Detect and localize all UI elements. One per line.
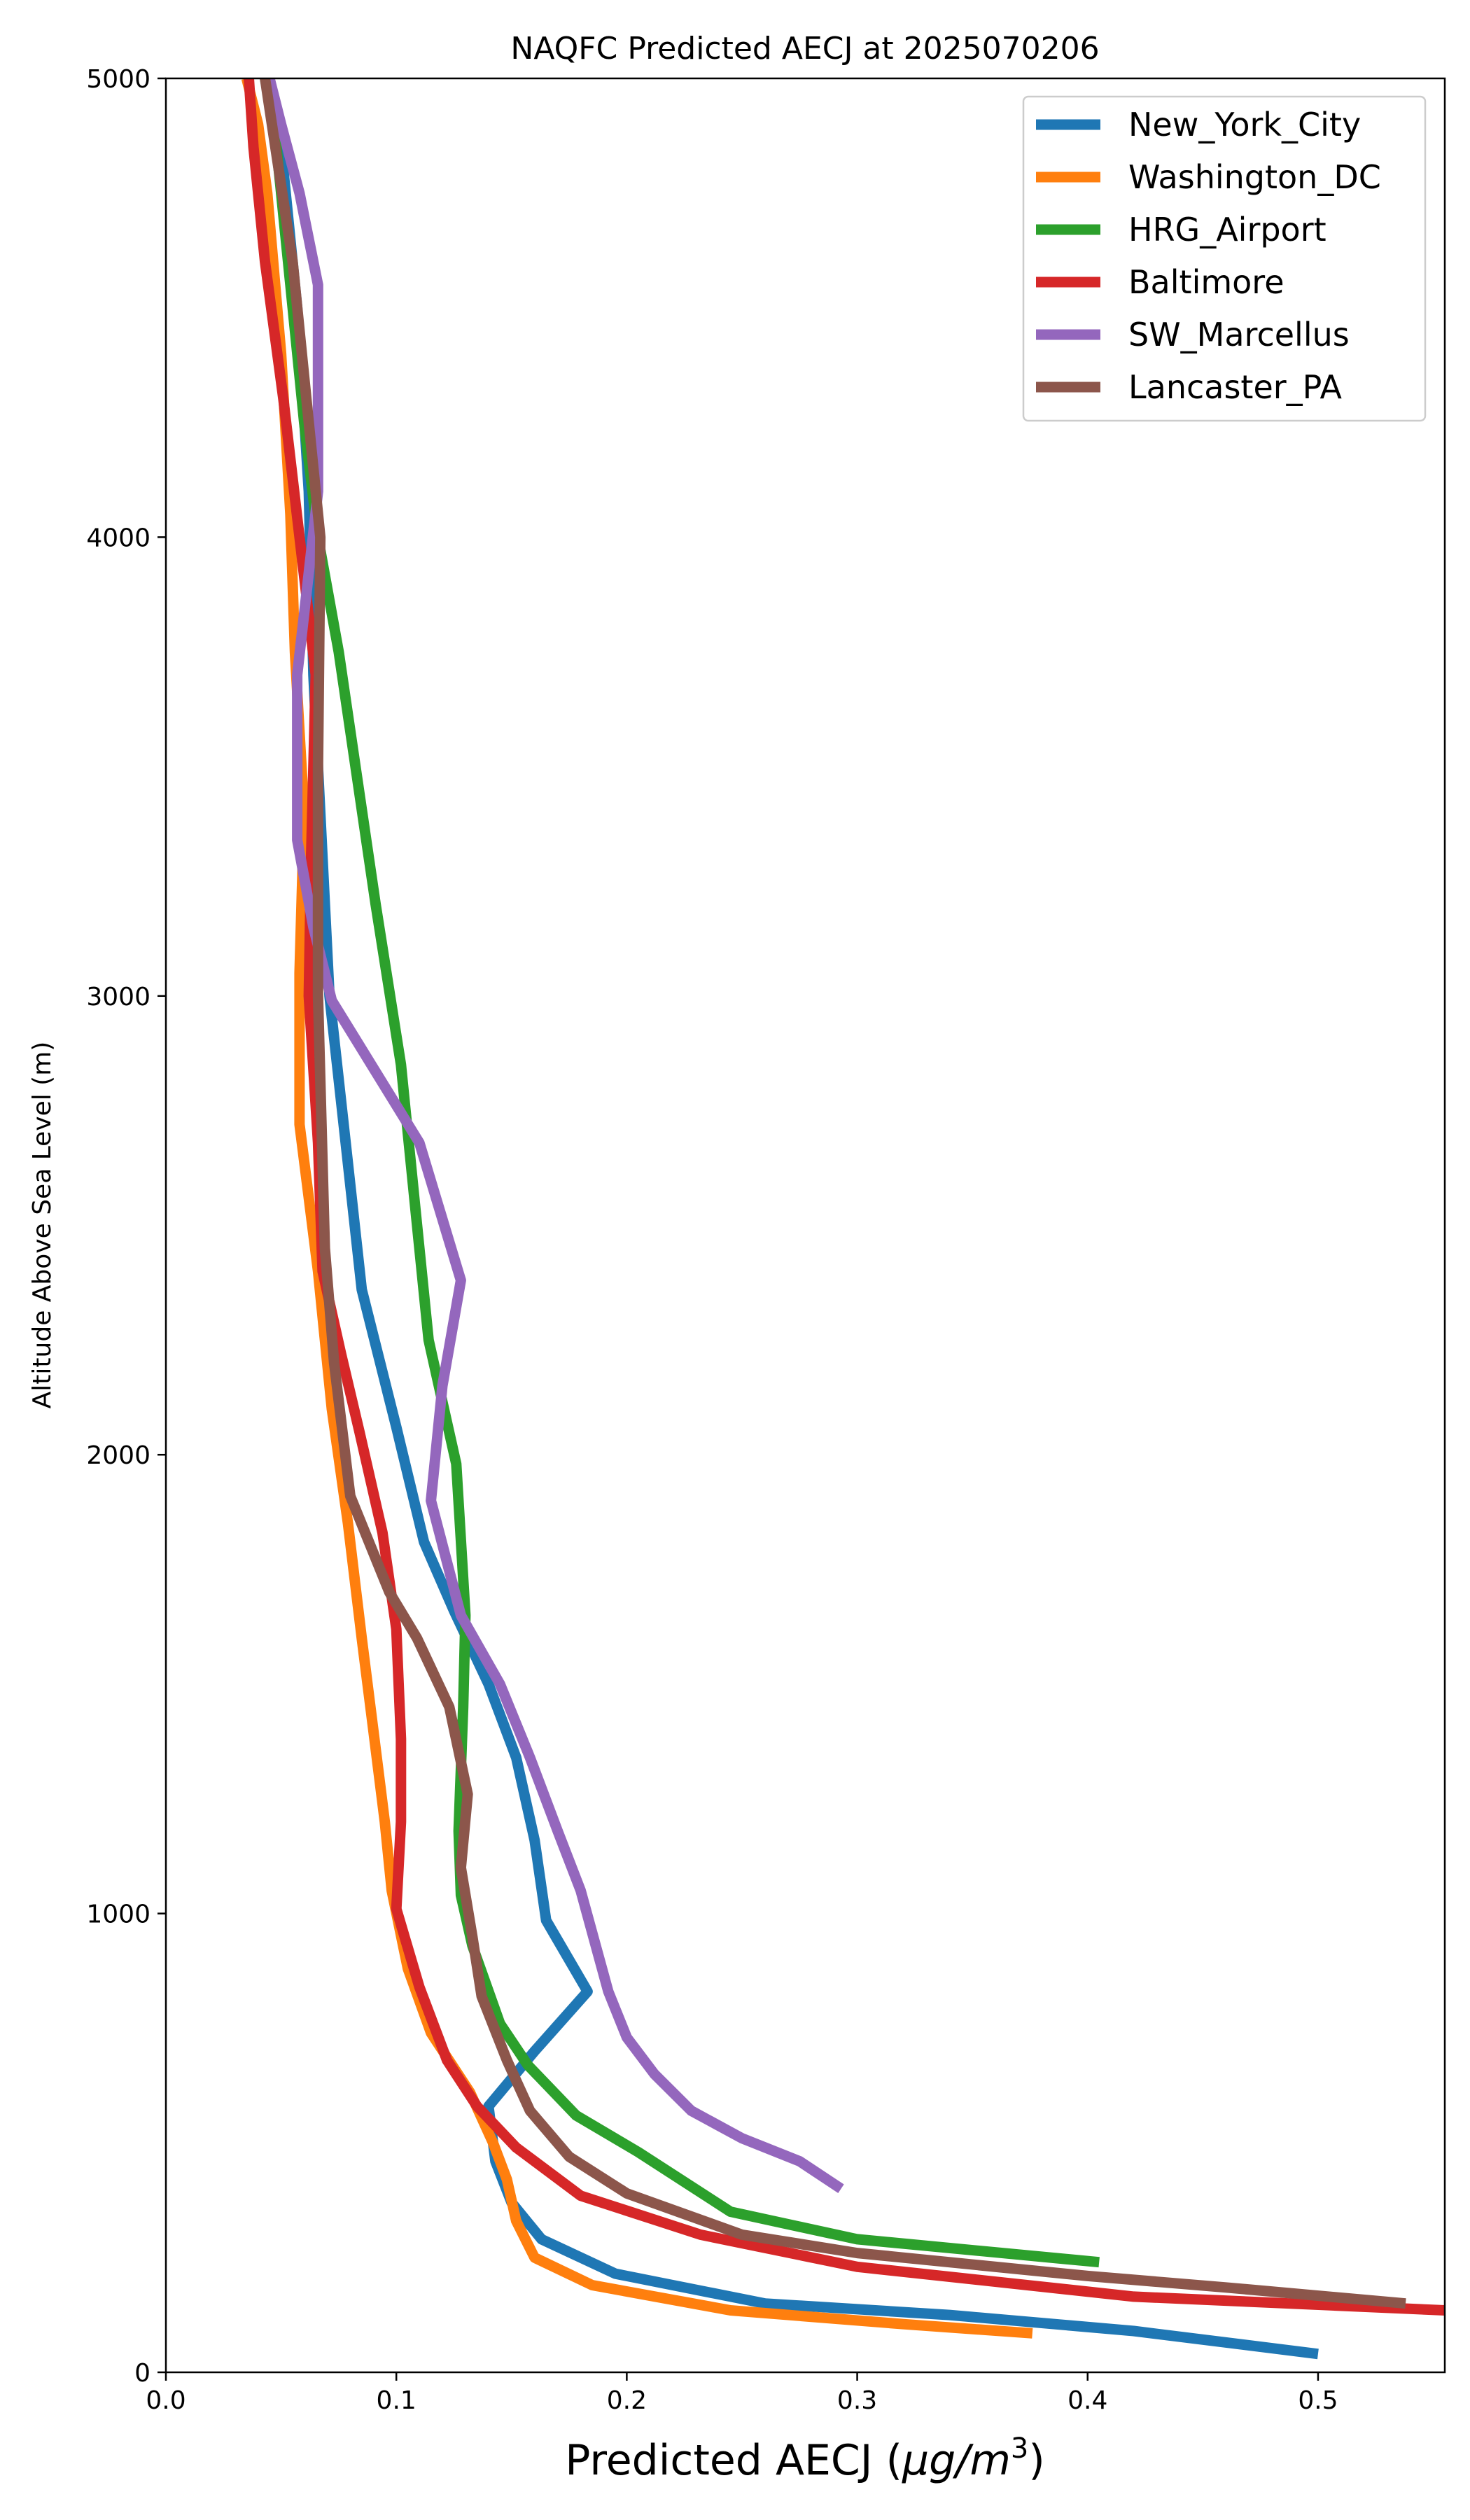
x-axis: 0.0 0.1 0.2 0.3 0.4 0.5 xyxy=(146,2372,1338,2415)
x-axis-label-main: Predicted AECJ ( xyxy=(565,2436,902,2485)
legend-label-baltimore: Baltimore xyxy=(1128,263,1284,301)
y-tick-label: 3000 xyxy=(86,983,150,1011)
series-line-lancaster-pa xyxy=(260,78,1406,2309)
y-tick-label: 4000 xyxy=(86,524,150,552)
legend-label-washington-dc: Washington_DC xyxy=(1128,158,1381,196)
plot-background xyxy=(166,78,1445,2372)
y-tick-label: 1000 xyxy=(86,1900,150,1929)
y-axis-label: Altitude Above Sea Level (m) xyxy=(28,1042,57,1409)
legend: New_York_City Washington_DC HRG_Airport Bal… xyxy=(1022,95,1427,422)
series-layer xyxy=(241,78,1445,2360)
y-tick-label: 0 xyxy=(134,2359,150,2388)
x-tick-label: 0.5 xyxy=(1298,2386,1338,2415)
x-tick-label: 0.4 xyxy=(1068,2386,1107,2415)
x-axis-label-close: ) xyxy=(1028,2436,1044,2485)
x-tick-label: 0.3 xyxy=(837,2386,877,2415)
plot-frame xyxy=(164,77,1446,2374)
y-tick-label: 5000 xyxy=(86,65,150,94)
y-tick-label: 2000 xyxy=(86,1441,150,1470)
plot-area xyxy=(164,77,1446,2374)
legend-label-hrg-airport: HRG_Airport xyxy=(1128,211,1326,248)
series-line-washington-dc xyxy=(241,78,1033,2339)
x-tick-label: 0.0 xyxy=(146,2386,186,2415)
x-axis-label-unit: μg/m xyxy=(902,2436,1011,2485)
legend-frame xyxy=(1022,95,1427,422)
x-tick-label: 0.1 xyxy=(377,2386,416,2415)
x-axis-label-exponent: 3 xyxy=(1011,2432,1028,2465)
y-axis: 0 1000 2000 3000 4000 5000 xyxy=(86,65,166,2388)
x-axis-label: Predicted AECJ (μg/m3) xyxy=(565,2432,1045,2485)
legend-label-sw-marcellus: SW_Marcellus xyxy=(1128,316,1350,354)
x-tick-label: 0.2 xyxy=(607,2386,647,2415)
chart-title: NAQFC Predicted AECJ at 2025070206 xyxy=(510,31,1099,66)
legend-label-lancaster-pa: Lancaster_PA xyxy=(1128,368,1342,406)
legend-label-new-york-city: New_York_City xyxy=(1128,106,1361,144)
